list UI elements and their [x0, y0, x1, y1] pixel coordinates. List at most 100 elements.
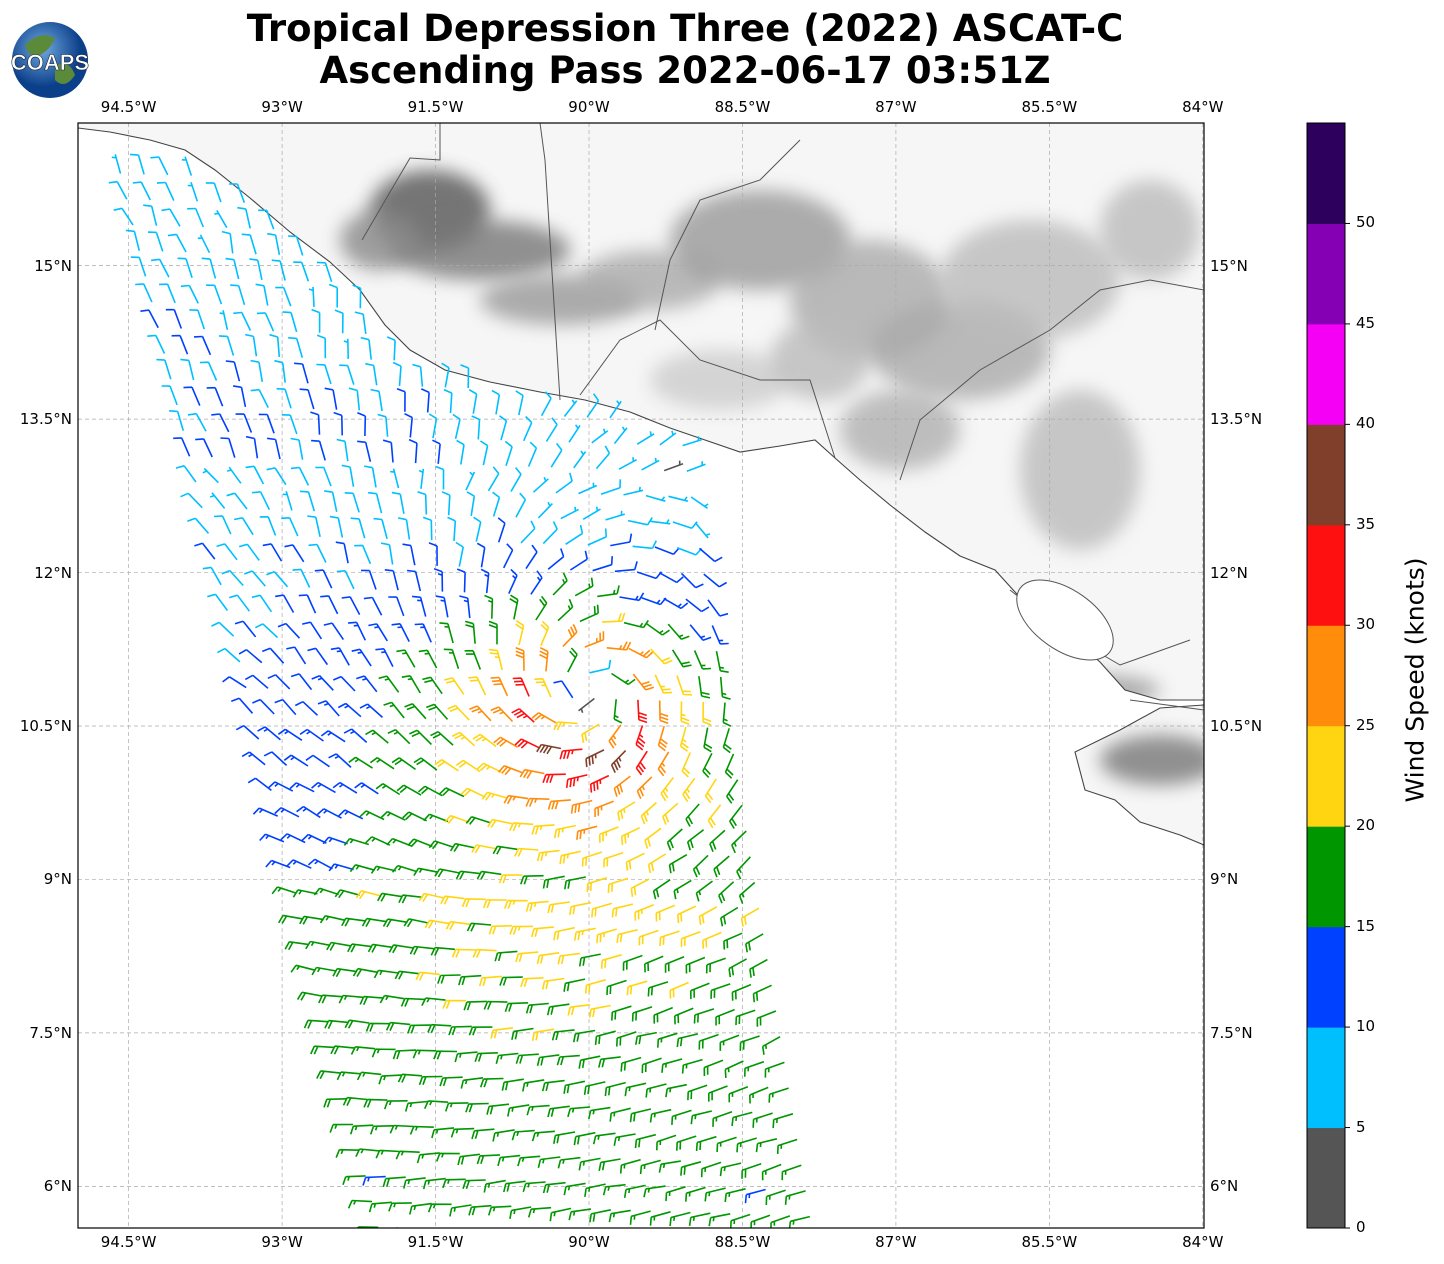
wind-barb [132, 181, 152, 201]
wind-barb [586, 876, 608, 893]
wind-barb [749, 1086, 769, 1104]
wind-barb [455, 541, 464, 567]
wind-barb [175, 465, 197, 483]
wind-barb [313, 887, 339, 896]
wind-barb [402, 811, 428, 822]
wind-barb [129, 153, 145, 175]
wind-barb [481, 791, 507, 801]
wind-barb [336, 570, 355, 590]
lat-tick-right: 12°N [1210, 563, 1248, 582]
wind-barb [262, 647, 285, 664]
wind-barb [502, 543, 514, 569]
wind-barb [662, 802, 679, 825]
wind-barb [433, 1050, 458, 1060]
wind-barb [497, 1154, 521, 1167]
wind-barb [557, 598, 574, 622]
wind-barb [471, 844, 497, 854]
wind-barb [352, 967, 378, 978]
wind-barb [745, 933, 764, 953]
wind-barb [665, 1186, 686, 1202]
wind-barb [540, 620, 550, 647]
wind-barb [231, 697, 254, 714]
wind-barb [693, 650, 712, 670]
wind-barb [277, 728, 303, 741]
wind-barb [276, 387, 292, 409]
wind-barb [578, 482, 598, 495]
wind-barb [274, 806, 300, 818]
wind-barb [576, 825, 598, 840]
wind-barb [444, 814, 470, 824]
wind-barb [308, 543, 327, 563]
wind-barb [201, 257, 217, 279]
wind-barb [594, 1030, 616, 1045]
wind-barb [722, 702, 732, 727]
wind-barb [422, 1177, 446, 1190]
wind-barb [390, 468, 400, 489]
wind-barb [235, 413, 253, 433]
border-line [579, 319, 836, 459]
colorbar-segment [1307, 725, 1345, 827]
wind-barb [511, 1027, 534, 1040]
wind-barb [341, 917, 366, 927]
wind-barb [645, 622, 670, 636]
wind-barb [487, 818, 513, 829]
wind-barb [413, 867, 439, 877]
wind-barb [698, 906, 718, 926]
wind-barb [130, 256, 147, 277]
wind-barb [423, 813, 449, 823]
wind-barb [641, 596, 667, 606]
wind-barb [515, 620, 525, 646]
wind-barb [241, 233, 257, 255]
wind-barb [634, 1133, 656, 1149]
wind-barb [504, 1002, 529, 1012]
wind-barb [635, 750, 648, 776]
wind-barb [159, 283, 176, 304]
wind-barb [680, 931, 701, 948]
wind-barb [311, 966, 337, 976]
wind-barb [574, 577, 594, 597]
wind-barb [233, 517, 254, 536]
wind-barb [357, 440, 372, 462]
wind-barb [636, 776, 653, 800]
wind-barb [517, 1155, 541, 1167]
wind-barb [476, 542, 486, 568]
wind-barb [649, 1108, 672, 1123]
wind-barb [394, 970, 420, 980]
wind-barb [228, 183, 246, 203]
wind-barb [359, 810, 385, 821]
wind-barb [293, 261, 310, 282]
wind-barb [328, 863, 354, 872]
wind-barb [423, 1100, 449, 1110]
wind-barb [409, 1125, 434, 1135]
wind-barb [259, 833, 285, 843]
wind-barb [412, 363, 424, 387]
wind-barb [484, 594, 494, 619]
wind-barb [545, 417, 558, 442]
wind-barb [430, 730, 454, 746]
wind-barb [578, 697, 595, 713]
wind-barb [527, 441, 538, 467]
wind-barb [335, 541, 349, 564]
wind-barb [311, 439, 326, 461]
colorbar-segment [1307, 524, 1345, 626]
wind-barb [752, 1112, 773, 1128]
wind-barb [613, 775, 631, 797]
colorbar-segment [1307, 625, 1345, 727]
wind-barb [542, 875, 565, 889]
colorbar-tick-label: 45 [1356, 313, 1376, 332]
wind-barb [238, 649, 263, 664]
wind-barb [324, 1019, 349, 1029]
wind-barb [728, 1085, 749, 1103]
wind-barb [567, 1004, 591, 1016]
wind-barb [578, 953, 601, 967]
wind-barb [299, 728, 324, 742]
wind-barb [444, 677, 465, 695]
wind-barb [311, 781, 336, 794]
wind-barb [463, 1000, 487, 1011]
wind-barb [669, 981, 690, 999]
wind-barb [434, 759, 459, 772]
wind-barb [682, 777, 696, 803]
wind-barb [360, 336, 372, 360]
wind-barb [443, 388, 453, 414]
wind-barb [568, 424, 581, 443]
